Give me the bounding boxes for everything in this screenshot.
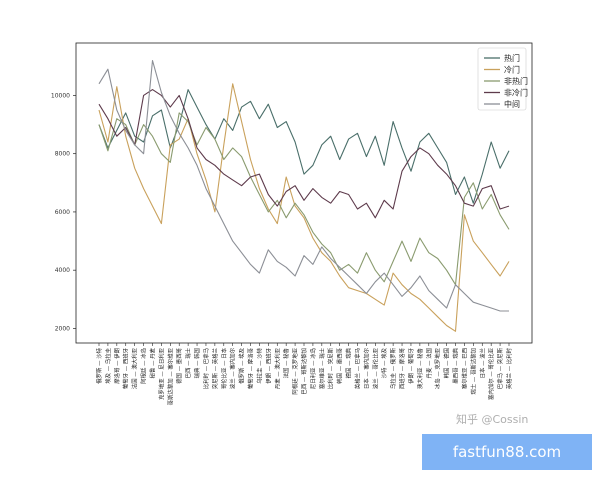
x-tick-label: 乌拉圭 — 沙特 [255,347,263,383]
watermark-text: 知乎 @Cossin [456,413,529,426]
x-tick-label: 哥斯达黎加 — 塞尔维亚 [166,347,174,405]
x-tick-label: 秘鲁 — 丹麦 [148,347,156,378]
plot-frame [75,42,533,344]
series-line [98,83,510,332]
x-tick-label: 澳大利亚 — 秘鲁 [416,348,424,389]
x-tick-label: 俄罗斯 — 埃及 [238,347,246,383]
site-badge[interactable]: fastfun88.com [422,434,592,470]
x-tick-label: 塞尔维亚 — 巴西 [460,347,468,389]
x-tick-label: 比利时 — 突尼斯 [327,347,335,389]
y-tick-label: 6000 [55,209,70,216]
x-tick-label: 伊朗 — 西班牙 [264,347,272,383]
x-tick-label: 韩国 — 墨西哥 [336,347,344,383]
x-axis: 俄罗斯 — 沙特 埃及 — 乌拉圭 摩洛哥 — 伊朗 葡萄牙 — 西班牙 法国 — 澳大… [95,343,513,405]
legend-box [477,47,527,111]
series-line [98,59,509,312]
x-tick-label: 韩国 — 德国 [443,348,451,378]
x-tick-label: 哥伦比亚 — 日本 [220,347,228,389]
x-tick-label: 丹麦 — 澳大利亚 [273,347,281,389]
legend-label: 冷门 [504,65,520,75]
y-tick-label: 10000 [51,92,70,99]
x-tick-label: 波兰 — 哥伦比亚 [371,347,379,389]
x-tick-label: 塞内加尔 — 哥伦比亚 [487,347,495,400]
y-tick-label: 2000 [55,325,70,332]
x-tick-label: 巴拿马 — 突尼斯 [496,347,504,389]
legend-label: 非冷门 [504,88,528,98]
x-tick-label: 德国 — 瑞典 [345,347,353,378]
y-tick-label: 4000 [55,267,70,274]
x-tick-label: 日本 — 波兰 [478,347,486,378]
y-axis: 2000 4000 6000 8000 10000 [51,92,76,332]
x-tick-label: 比利时 — 巴拿马 [202,348,210,389]
x-tick-label: 俄罗斯 — 沙特 [95,347,103,383]
series-line [98,112,510,286]
x-tick-label: 沙特 — 埃及 [380,347,388,378]
legend-label: 热门 [504,53,520,63]
x-tick-label: 阿根廷 — 冰岛 [140,348,148,384]
x-tick-label: 克罗地亚 — 尼日利亚 [157,347,165,400]
x-tick-label: 丹麦 — 法国 [425,348,433,378]
x-tick-label: 巴西 — 瑞士 [184,347,192,378]
legend-label: 中间 [504,99,520,109]
x-tick-label: 墨西哥 — 瑞典 [452,347,460,383]
x-tick-label: 瑞典 — 韩国 [193,348,201,378]
x-tick-label: 葡萄牙 — 摩洛哥 [247,347,255,389]
series-lines [98,59,510,332]
x-tick-label: 法国 — 秘鲁 [282,348,290,378]
x-tick-label: 冰岛 — 克罗地亚 [434,347,442,389]
y-tick-label: 8000 [55,151,70,158]
x-tick-label: 西班牙 — 摩洛哥 [398,347,406,389]
x-tick-label: 阿根廷 — 克罗地亚 [291,347,299,394]
x-tick-label: 尼日利亚 — 冰岛 [309,348,317,389]
x-tick-label: 伊朗 — 葡萄牙 [407,347,415,383]
series-line [98,89,510,219]
x-tick-label: 瑞士 — 哥斯达黎加 [469,348,477,395]
x-tick-label: 乌拉圭 — 俄罗斯 [389,347,397,389]
x-tick-label: 德国 — 墨西哥 [175,347,183,383]
x-tick-label: 法国 — 澳大利亚 [131,347,139,389]
x-tick-label: 巴西 — 哥斯达黎加 [300,348,308,395]
x-tick-label: 摩洛哥 — 伊朗 [113,348,121,384]
x-tick-label: 突尼斯 — 英格兰 [211,347,219,389]
x-tick-label: 日本 — 塞内加尔 [362,347,370,389]
x-tick-label: 塞尔维亚 — 瑞士 [318,347,326,389]
x-tick-label: 波兰 — 塞内加尔 [229,347,237,389]
legend-label: 非热门 [504,76,528,86]
x-tick-label: 埃及 — 乌拉圭 [104,347,112,383]
x-tick-label: 葡萄牙 — 西班牙 [122,347,130,389]
series-line [98,89,510,204]
x-tick-label: 英格兰 — 巴拿马 [353,348,361,389]
x-tick-label: 英格兰 — 比利时 [505,347,513,389]
